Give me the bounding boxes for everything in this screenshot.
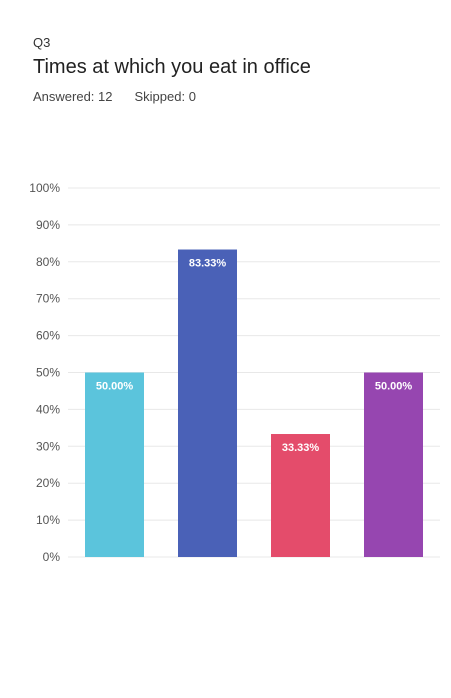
bar-2 [178, 249, 237, 557]
bar-3-value-label: 33.33% [282, 442, 320, 454]
response-stats: Answered: 12 Skipped: 0 [33, 89, 196, 104]
y-tick-label: 100% [29, 181, 60, 195]
y-tick-label: 50% [36, 366, 60, 380]
bars [85, 249, 423, 557]
y-tick-label: 80% [36, 255, 60, 269]
y-tick-label: 60% [36, 329, 60, 343]
bar-2-value-label: 83.33% [189, 258, 227, 270]
bar-3 [271, 434, 330, 557]
bar-1 [85, 372, 144, 557]
y-tick-label: 10% [36, 513, 60, 527]
bar-1-value-label: 50.00% [96, 381, 134, 393]
question-number: Q3 [33, 35, 51, 50]
bar-4 [364, 372, 423, 557]
data-labels: 50.00% 83.33% 33.33% 50.00% [96, 258, 413, 455]
y-tick-label: 90% [36, 218, 60, 232]
y-axis-ticks: 0% 10% 20% 30% 40% 50% 60% 70% 80% 90% 100% [29, 181, 60, 564]
y-tick-label: 40% [36, 402, 60, 416]
y-tick-label: 20% [36, 476, 60, 490]
y-tick-label: 70% [36, 292, 60, 306]
bar-4-value-label: 50.00% [375, 381, 413, 393]
skipped-count: Skipped: 0 [134, 89, 196, 104]
y-tick-label: 30% [36, 439, 60, 453]
answered-count: Answered: 12 [33, 89, 113, 104]
question-title: Times at which you eat in office [33, 56, 311, 78]
y-tick-label: 0% [43, 550, 61, 564]
